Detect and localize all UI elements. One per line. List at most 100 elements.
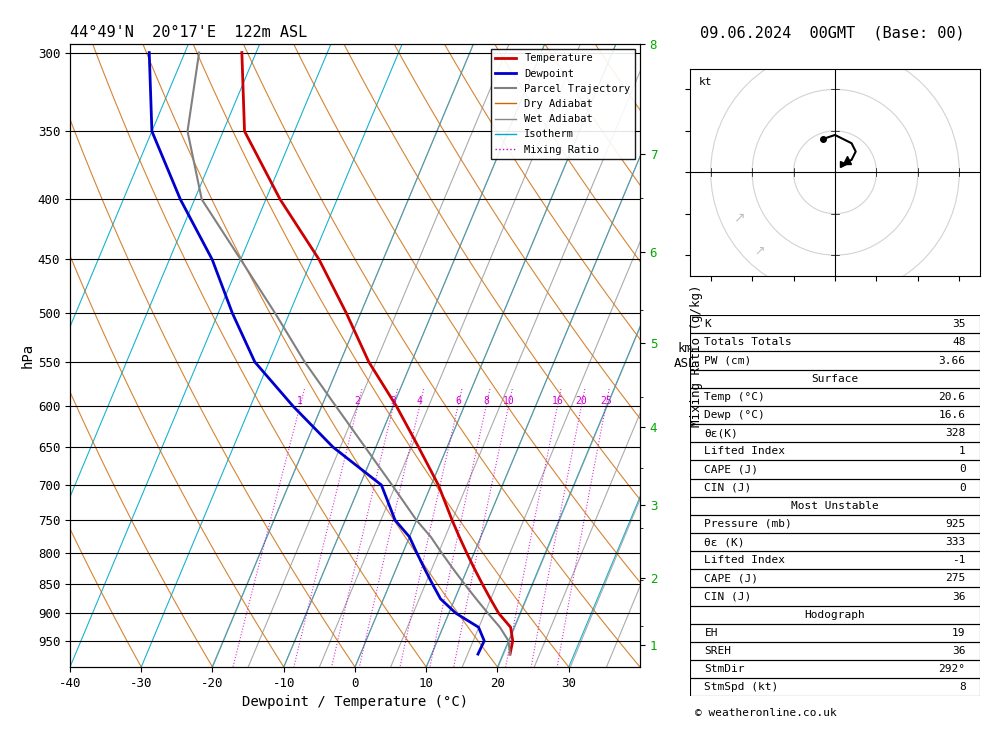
Text: Lifted Index: Lifted Index: [704, 446, 786, 457]
Temperature: [504, 649, 516, 658]
Temperature: [484, 594, 496, 603]
Text: PW (cm): PW (cm): [704, 356, 752, 366]
Dewpoint: [419, 564, 431, 573]
Text: StmDir: StmDir: [704, 664, 745, 674]
Text: CIN (J): CIN (J): [704, 592, 752, 602]
Text: 8: 8: [959, 682, 966, 692]
Bar: [690, 388, 980, 406]
Text: Mixing Ratio (g/kg): Mixing Ratio (g/kg): [690, 284, 703, 427]
Text: 328: 328: [945, 428, 966, 438]
Line: Parcel Trajectory: Parcel Trajectory: [188, 53, 510, 654]
Text: Totals Totals: Totals Totals: [704, 337, 792, 347]
Text: 44°49'N  20°17'E  122m ASL: 44°49'N 20°17'E 122m ASL: [70, 25, 307, 40]
Text: Pressure (mb): Pressure (mb): [704, 519, 792, 529]
Temperature: [446, 516, 458, 525]
Parcel Trajectory: [299, 358, 311, 366]
Text: kt: kt: [698, 77, 712, 87]
Text: 2: 2: [355, 397, 361, 406]
Bar: [690, 369, 980, 388]
Dewpoint: [287, 402, 299, 410]
Parcel Trajectory: [410, 516, 422, 525]
Temperature: [461, 549, 473, 558]
Line: Temperature: Temperature: [242, 53, 513, 654]
Bar: [690, 315, 980, 334]
Text: 3.66: 3.66: [938, 356, 966, 366]
Bar: [690, 424, 980, 442]
Temperature: [239, 127, 251, 136]
Line: Dewpoint: Dewpoint: [149, 53, 484, 654]
Bar: [690, 570, 980, 587]
Text: Dewp (°C): Dewp (°C): [704, 410, 765, 420]
Text: 4: 4: [417, 397, 423, 406]
Parcel Trajectory: [447, 564, 459, 573]
Text: Lifted Index: Lifted Index: [704, 555, 786, 565]
Text: 0: 0: [959, 482, 966, 493]
Text: 292°: 292°: [938, 664, 966, 674]
Text: 1: 1: [297, 397, 303, 406]
Text: 19: 19: [952, 628, 966, 638]
Text: Most Unstable: Most Unstable: [791, 501, 879, 511]
Text: 16: 16: [552, 397, 563, 406]
Parcel Trajectory: [386, 481, 398, 490]
Bar: [690, 551, 980, 570]
Text: 48: 48: [952, 337, 966, 347]
Text: CIN (J): CIN (J): [704, 482, 752, 493]
Bar: [690, 533, 980, 551]
Text: 16.6: 16.6: [938, 410, 966, 420]
Text: 333: 333: [945, 537, 966, 547]
Temperature: [507, 636, 519, 645]
Text: SREH: SREH: [704, 646, 732, 656]
Y-axis label: km
ASL: km ASL: [674, 342, 696, 369]
Temperature: [340, 309, 352, 317]
Parcel Trajectory: [504, 649, 516, 658]
Dewpoint: [450, 609, 462, 618]
Dewpoint: [435, 594, 447, 603]
Text: 10: 10: [503, 397, 514, 406]
Bar: [690, 352, 980, 369]
Dewpoint: [375, 481, 387, 490]
Y-axis label: hPa: hPa: [21, 343, 35, 368]
Text: 1: 1: [959, 446, 966, 457]
Text: -1: -1: [952, 555, 966, 565]
Text: © weatheronline.co.uk: © weatheronline.co.uk: [695, 708, 837, 718]
Text: CAPE (J): CAPE (J): [704, 573, 759, 583]
Text: Hodograph: Hodograph: [805, 610, 865, 619]
Bar: [690, 678, 980, 696]
Text: 36: 36: [952, 646, 966, 656]
Temperature: [432, 481, 444, 490]
Text: 20.6: 20.6: [938, 392, 966, 402]
Parcel Trajectory: [330, 402, 342, 410]
Text: 3: 3: [390, 397, 396, 406]
Dewpoint: [411, 549, 423, 558]
Text: 6: 6: [455, 397, 461, 406]
Parcel Trajectory: [494, 623, 506, 632]
Text: K: K: [704, 320, 711, 329]
Bar: [690, 587, 980, 605]
Parcel Trajectory: [425, 533, 437, 542]
Dewpoint: [426, 580, 438, 589]
Text: θε (K): θε (K): [704, 537, 745, 547]
Parcel Trajectory: [193, 48, 205, 57]
Text: 09.06.2024  00GMT  (Base: 00): 09.06.2024 00GMT (Base: 00): [700, 26, 965, 40]
Text: 25: 25: [600, 397, 612, 406]
X-axis label: Dewpoint / Temperature (°C): Dewpoint / Temperature (°C): [242, 696, 468, 710]
Bar: [690, 334, 980, 352]
Text: $\nearrow$: $\nearrow$: [752, 245, 765, 258]
Temperature: [413, 443, 425, 452]
Parcel Trajectory: [470, 594, 482, 603]
Bar: [690, 660, 980, 678]
Text: 275: 275: [945, 573, 966, 583]
Dewpoint: [143, 48, 155, 57]
Parcel Trajectory: [196, 195, 208, 204]
Bar: [690, 515, 980, 533]
Text: 36: 36: [952, 592, 966, 602]
Dewpoint: [327, 443, 339, 452]
Bar: [690, 442, 980, 460]
Text: 8: 8: [483, 397, 489, 406]
Dewpoint: [226, 309, 238, 317]
Dewpoint: [174, 195, 186, 204]
Temperature: [363, 358, 375, 366]
Temperature: [453, 533, 465, 542]
Temperature: [505, 623, 517, 632]
Dewpoint: [473, 623, 485, 632]
